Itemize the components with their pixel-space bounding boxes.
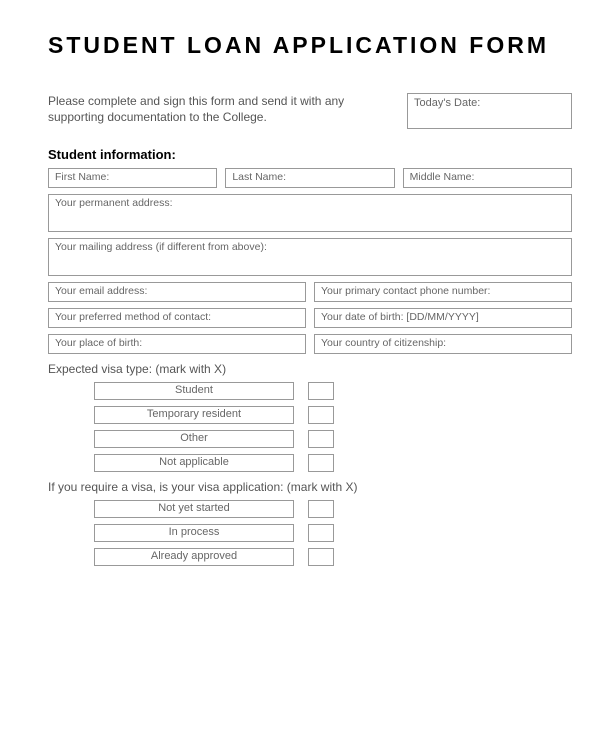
visa-opt-student-check[interactable] xyxy=(308,382,334,400)
phone-field[interactable]: Your primary contact phone number: xyxy=(314,282,572,302)
citizenship-field[interactable]: Your country of citizenship: xyxy=(314,334,572,354)
visa-app-in-process-label: In process xyxy=(94,524,294,542)
visa-opt-temp-check[interactable] xyxy=(308,406,334,424)
email-field[interactable]: Your email address: xyxy=(48,282,306,302)
last-name-field[interactable]: Last Name: xyxy=(225,168,394,188)
dob-field[interactable]: Your date of birth: [DD/MM/YYYY] xyxy=(314,308,572,328)
mailing-address-field[interactable]: Your mailing address (if different from … xyxy=(48,238,572,276)
place-of-birth-field[interactable]: Your place of birth: xyxy=(48,334,306,354)
visa-app-not-started-check[interactable] xyxy=(308,500,334,518)
visa-opt-other-label: Other xyxy=(94,430,294,448)
visa-opt-student-label: Student xyxy=(94,382,294,400)
permanent-address-field[interactable]: Your permanent address: xyxy=(48,194,572,232)
visa-opt-temp-label: Temporary resident xyxy=(94,406,294,424)
visa-app-not-started-label: Not yet started xyxy=(94,500,294,518)
visa-opt-other-check[interactable] xyxy=(308,430,334,448)
contact-method-field[interactable]: Your preferred method of contact: xyxy=(48,308,306,328)
visa-app-label: If you require a visa, is your visa appl… xyxy=(48,480,572,494)
visa-opt-na-label: Not applicable xyxy=(94,454,294,472)
middle-name-field[interactable]: Middle Name: xyxy=(403,168,572,188)
page-title: STUDENT LOAN APPLICATION FORM xyxy=(48,32,572,59)
visa-app-approved-check[interactable] xyxy=(308,548,334,566)
section-student-info: Student information: xyxy=(48,147,572,162)
visa-app-approved-label: Already approved xyxy=(94,548,294,566)
intro-text: Please complete and sign this form and s… xyxy=(48,93,387,125)
first-name-field[interactable]: First Name: xyxy=(48,168,217,188)
visa-opt-na-check[interactable] xyxy=(308,454,334,472)
todays-date-field[interactable]: Today's Date: xyxy=(407,93,572,129)
visa-type-label: Expected visa type: (mark with X) xyxy=(48,362,572,376)
visa-app-in-process-check[interactable] xyxy=(308,524,334,542)
